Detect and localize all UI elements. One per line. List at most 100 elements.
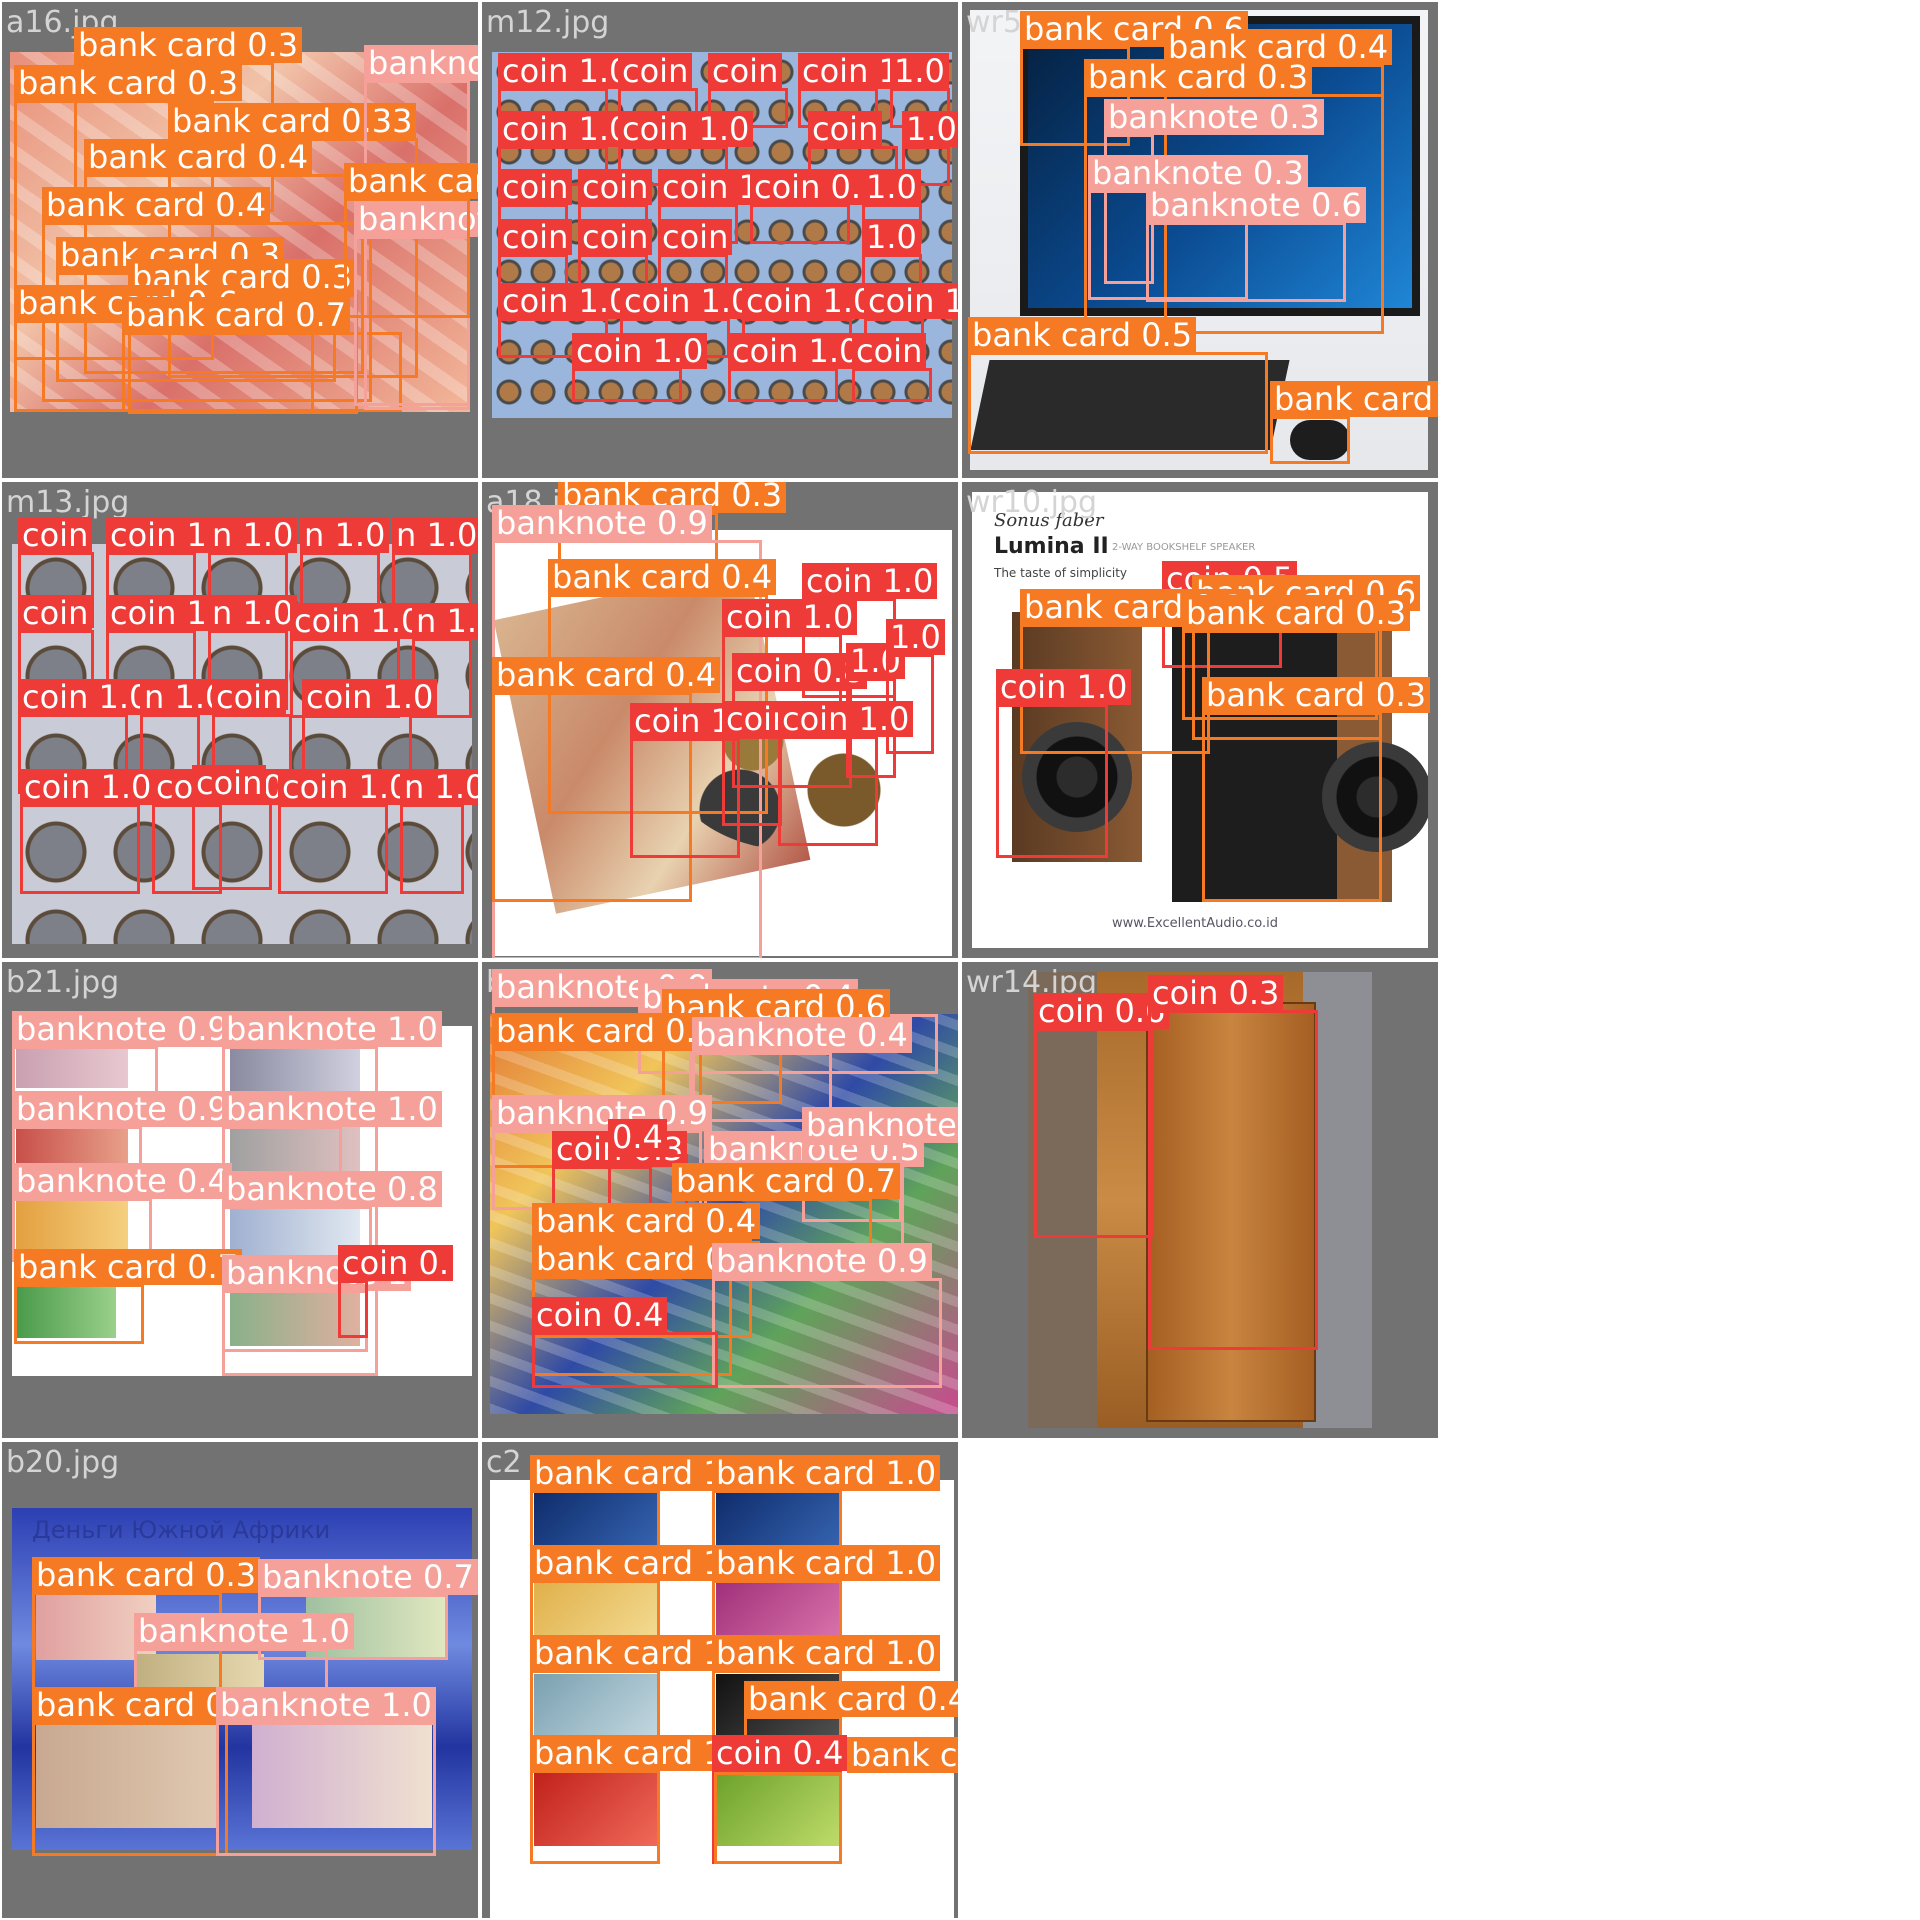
detection-label: coin 1.0 [618,111,754,147]
tile-wr5: wr5 bank card 0.6 bank card 0.4 bank car… [962,2,1438,478]
detection-box: coin 1.0 [278,769,414,894]
detection-box: bank card 0.4 [492,657,721,902]
detection-box: coin 1.0 [996,669,1132,858]
detection-box: banknote 0.9 [712,1243,942,1388]
detection-label: bank card 0.3 [74,27,303,63]
detection-box: coin 0.4 [712,1735,848,1864]
detection-box: banknote 0.7 [258,1559,478,1660]
detection-label: banknote 1.0 [222,1091,442,1127]
note-thumb [252,1718,432,1828]
detection-label: banknote [354,201,478,237]
detection-box: coin 1.0 [728,333,864,402]
detection-label: coin 1.0 [620,283,756,319]
detection-label: banknote 1.0 [222,1011,442,1047]
tile-filename: c2 [486,1445,522,1480]
tile-filename: m13.jpg [6,485,130,520]
detection-box: banknote 0.6 [1146,187,1366,302]
note-thumb [16,1282,116,1338]
detection-label: bank card 0.3 [1182,595,1411,631]
detection-label: bank card 0.4 [84,139,313,175]
detection-label: coin [708,53,783,89]
tile-filename: wr5 [966,5,1022,40]
detection-box: coin 1.0 [498,111,634,186]
detection-label: banknote 0.9 [492,1095,712,1131]
detection-label: banknote 0.9 [712,1243,932,1279]
detection-box: 0.4 [608,1119,688,1214]
detection-label: bank card 0.7 [122,297,351,333]
tagline-text: The taste of simplicity [994,566,1128,580]
detection-box: banknote 0.3 [1088,155,1308,300]
detection-box: coin 0.3 [1148,975,1318,1350]
detection-box: banknote 0.9 [12,1091,232,1184]
photo [1028,972,1372,1428]
detection-label: 1.0 [886,619,945,655]
note-thumb [36,1718,216,1828]
detection-label: banknote 0.6 [1146,187,1366,223]
detection-label: banknote 0.7 [258,1559,478,1595]
detection-label: n 1.0 [412,603,478,639]
detection-box: banknote 0.9 [12,1011,232,1104]
detection-label: coin 1.0 [302,679,438,715]
detection-label: coin [18,595,93,631]
tile-c2: c2 bank card 1.0 bank card 1.0 bank card… [482,1442,958,1918]
detection-box: coin [578,219,653,294]
detection-box: n 1.0 [300,517,390,628]
detection-box: 1.0 [890,53,950,128]
detection-label: bank card 0.3 [1084,59,1313,95]
detection-label: coin 0.4 [532,1297,668,1333]
detection-box: bank card 1.0 [712,1635,941,1758]
detection-label: banknote 0.4 [692,1017,912,1053]
detection-box: bank card 0.3 [1182,595,1411,720]
detection-box: banknote [354,201,478,406]
detection-box: banknote 0.9 [802,1107,958,1222]
tile-filename: m12.jpg [486,5,610,40]
detection-label: bank card 1.0 [712,1635,941,1671]
detection-box: bank card 0.7 [672,1163,901,1278]
detection-label: bank card 0.3 [32,1557,261,1593]
detection-label: n 1.0 [300,517,390,553]
detection-box: coin 0.6 [1034,993,1170,1238]
detection-label: coin [212,679,287,715]
detection-box: coin [658,219,733,294]
detection-label: bank card [344,163,478,199]
detection-label: coin 1.0 [498,53,634,89]
detection-box: coin [722,701,797,826]
detection-box: coin 1 [630,703,740,858]
detection-box: bank card 0.4 [548,559,777,814]
detection-label: banknote 0.4 [12,1163,232,1199]
detection-label: bank card 0.7 [672,1163,901,1199]
detection-label: bank card 0.4 [548,559,777,595]
detection-box: banknote 1.0 [216,1687,436,1856]
tile-m13: m13.jpg coin coin 1.0 n 1.0 n 1.0 n 1.0 … [2,482,478,958]
detection-label: coin [192,765,267,801]
url-text: www.ExcellentAudio.co.id [1112,916,1278,931]
detection-box: bank card 0.7 [122,297,402,412]
detection-box: banknote 0.4 [12,1163,232,1262]
tile-a18: a18.jpg bank card 0.3 banknote 0.9 bank … [482,482,958,958]
detection-box: banknote 1.0 [222,1091,442,1186]
detection-label: n 1.0 [208,517,298,553]
detection-label: coin 1.0 [802,563,938,599]
card-thumb [534,1770,660,1846]
detection-box: banknote 0.8 [222,1171,442,1266]
detection-box: coin 1.0 [498,283,634,358]
detection-box: banknote 0.3 [1104,99,1324,284]
detection-label: coin [578,169,653,205]
detection-box: banknote 0.4 [692,1017,912,1122]
detection-box: banknote 1.0 [222,1011,442,1376]
tile-m12: m12.jpg coin 1.0 coin coin coin 1.0 1.0 … [482,2,958,478]
detection-box: coin [618,53,698,128]
detection-box: banknote 0.9 [492,1095,712,1210]
tile-filename: b21.jpg [6,965,120,1000]
detection-label: bank card 1.0 [712,1455,941,1491]
detection-label: coin 0.6 [1034,993,1170,1029]
detection-label: coin 1.0 [572,333,708,369]
detection-box: bank card 0.3 [14,65,243,360]
detection-label: bank card 0.3 [1202,677,1431,713]
tile-b1: b1 banknote 0.9 banknote 0.4 bank card 0… [482,962,958,1438]
detection-box: n 1.0 [140,679,230,794]
detection-box: bank card [344,163,478,318]
detection-label: coin [578,219,653,255]
detection-label: bank card 0.4 [492,657,721,693]
detection-label: coin 1.0 [722,599,858,635]
